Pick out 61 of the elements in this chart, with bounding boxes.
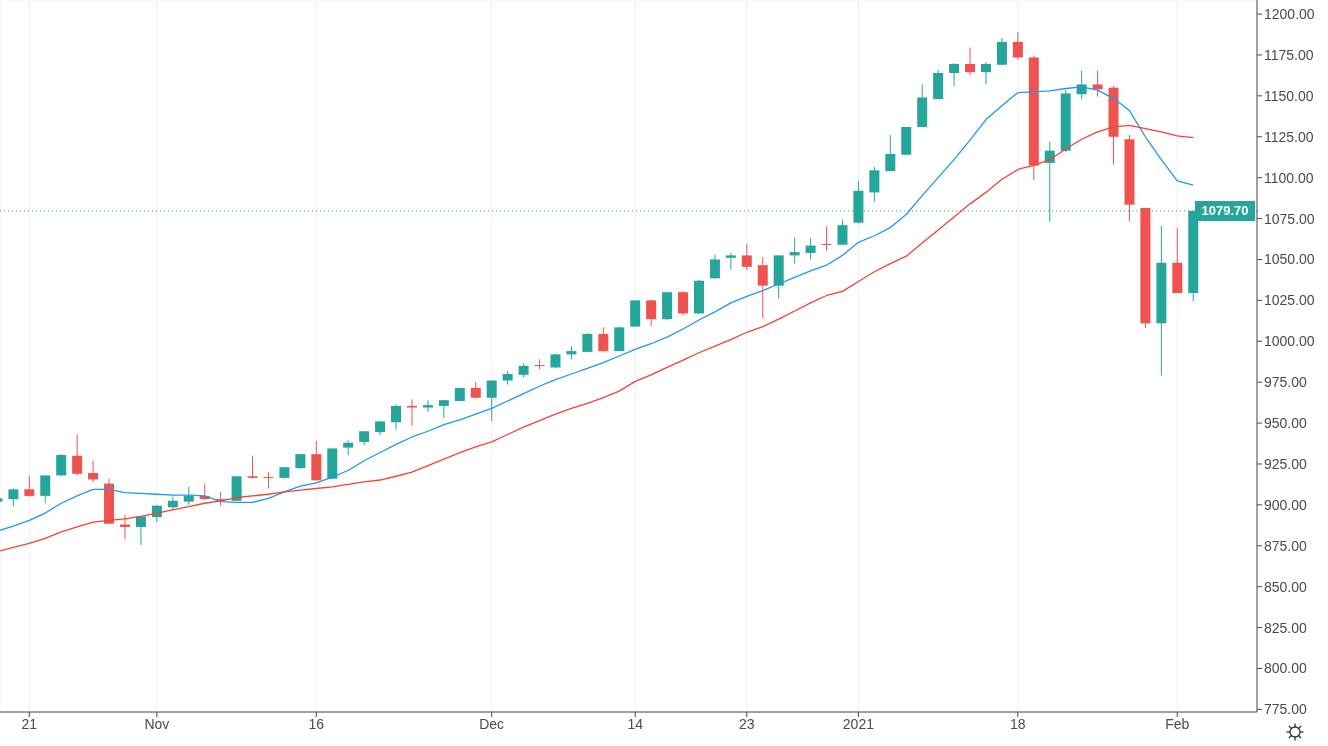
y-tick-label: 1075.00	[1264, 210, 1315, 227]
y-tick-label: 925.00	[1264, 455, 1308, 472]
candlestick	[789, 236, 800, 265]
y-tick-label: 1000.00	[1264, 333, 1315, 350]
y-tick-label: 1200.00	[1264, 6, 1315, 23]
y-tick-label: 800.00	[1264, 660, 1308, 677]
y-tick-label: 1175.00	[1264, 46, 1314, 63]
candlestick	[72, 434, 83, 476]
candlestick	[422, 399, 433, 413]
candlestick	[534, 358, 545, 370]
candlestick	[646, 299, 657, 327]
candlestick	[88, 460, 99, 483]
y-tick-label: 825.00	[1264, 619, 1308, 636]
candlestick	[1012, 31, 1023, 61]
candlestick	[741, 243, 752, 271]
y-tick-label: 900.00	[1264, 496, 1308, 513]
x-tick-label: 2021	[842, 715, 875, 732]
y-tick-label: 950.00	[1264, 415, 1308, 432]
candlestick	[24, 474, 35, 498]
candlestick	[757, 256, 768, 319]
y-tick-label: 775.00	[1264, 701, 1308, 718]
x-tick-label: Nov	[144, 715, 170, 732]
y-tick-label: 1150.00	[1264, 87, 1314, 104]
y-tick-label: 875.00	[1264, 537, 1308, 554]
x-tick-label: 23	[738, 715, 755, 732]
candlestick	[40, 474, 51, 504]
y-tick-label: 850.00	[1264, 578, 1308, 595]
candlestick	[837, 218, 848, 246]
x-tick-label: 18	[1010, 715, 1026, 732]
x-tick-label: 14	[627, 715, 644, 732]
candlestick	[709, 254, 720, 280]
x-tick-label: 16	[308, 715, 325, 732]
y-tick-label: 1050.00	[1264, 251, 1315, 268]
candlestick	[821, 226, 832, 251]
y-tick-label: 1100.00	[1264, 169, 1314, 186]
candlestick	[965, 47, 976, 76]
candlestick	[598, 326, 609, 353]
candlestick	[805, 237, 816, 260]
candlestick	[582, 332, 593, 353]
candlestick	[135, 515, 146, 546]
candlestick	[391, 403, 402, 431]
x-tick-label: Dec	[479, 715, 505, 732]
y-tick-label: 1125.00	[1264, 128, 1314, 145]
candlestick	[406, 398, 417, 427]
candlestick	[725, 252, 736, 270]
candlestick	[263, 471, 274, 490]
x-tick-label: Feb	[1165, 715, 1190, 732]
y-tick-label: 975.00	[1264, 374, 1308, 391]
candlestick	[678, 290, 689, 316]
candlestick	[885, 134, 896, 172]
x-tick-label: 21	[21, 715, 38, 732]
ref-line-label: 1079.70	[1195, 200, 1255, 221]
candlestick	[980, 61, 991, 85]
candlestick	[996, 37, 1007, 66]
candlestick	[438, 399, 449, 419]
candlestick	[1092, 70, 1103, 98]
y-tick-label: 1025.00	[1264, 292, 1315, 309]
candlestick	[949, 62, 960, 87]
candlestick	[869, 166, 880, 202]
candlestick	[247, 455, 258, 480]
candlestick	[486, 380, 497, 422]
